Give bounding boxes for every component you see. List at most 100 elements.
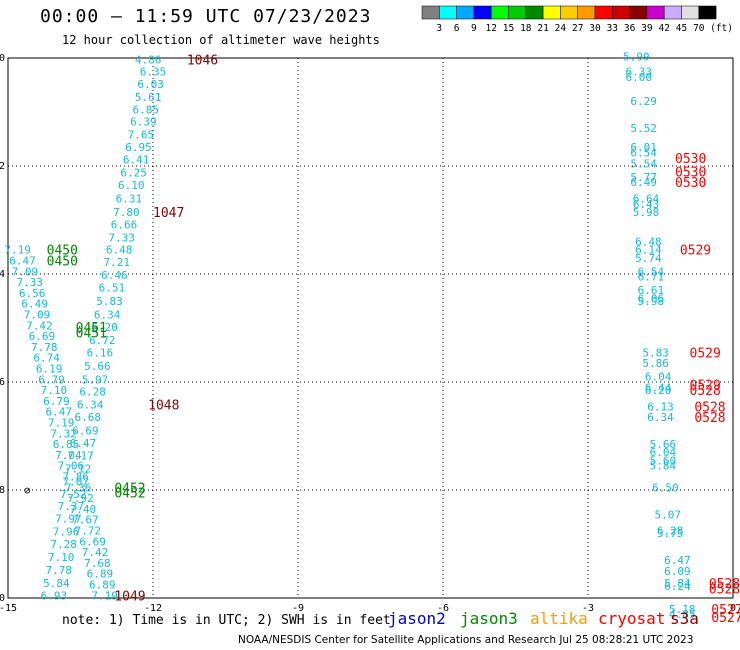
wave-height-label: 5.74 xyxy=(635,252,662,265)
scale-tick-label: 42 xyxy=(658,23,669,34)
pass-time-label: 0450 xyxy=(47,244,78,259)
wave-height-label: 5.84 xyxy=(650,460,677,473)
wave-height-label: 6.33 xyxy=(626,66,653,79)
wave-height-label: 6.49 xyxy=(630,176,657,189)
wave-height-label: 7.96 xyxy=(53,526,80,539)
wave-height-label: 6.89 xyxy=(89,579,116,592)
wave-height-label: 5.98 xyxy=(638,295,665,308)
pass-time-label: 0452 xyxy=(114,481,145,496)
legend-cryosat: cryosat xyxy=(598,609,666,628)
pass-time-label: 1048 xyxy=(148,399,179,414)
wave-height-label: 6.51 xyxy=(99,282,126,295)
wave-height-label: 7.10 xyxy=(48,551,75,564)
pass-time-label: 0530 xyxy=(675,176,706,191)
scale-tick-label: 3 xyxy=(436,23,442,34)
pass-time-label: 0527 xyxy=(711,603,740,618)
wave-height-label: 7.40 xyxy=(70,503,97,516)
scale-tick-label: 18 xyxy=(520,23,532,34)
wave-height-label: 6.95 xyxy=(125,141,152,154)
wave-height-label: 7.68 xyxy=(84,557,111,570)
page-title: 00:00 – 11:59 UTC 07/23/2023 xyxy=(40,6,372,27)
wave-height-label: 6.34 xyxy=(77,399,104,412)
wave-height-label: 7.86 xyxy=(62,471,89,484)
pass-time-label: 1047 xyxy=(153,206,184,221)
wave-height-label: 6.20 xyxy=(91,321,118,334)
wave-height-label: 6.41 xyxy=(123,154,150,167)
wave-height-label: 7.09 xyxy=(24,309,51,322)
wave-height-label: 7.32 xyxy=(50,427,77,440)
pass-time-label: 0452 xyxy=(114,487,145,502)
wave-height-label: 5.86 xyxy=(642,357,669,370)
legend-s3a: s3a xyxy=(670,609,699,628)
pass-time-label: 0527 xyxy=(711,611,740,626)
wave-height-color-scale: 3 6 9 12 15 18 21 24 27 30 33 36 39 42 45 70 (ft) xyxy=(421,5,733,34)
wave-height-label: 7.19 xyxy=(4,244,31,257)
latitude-tick-label: -10 xyxy=(0,593,5,604)
wave-height-label: 6.50 xyxy=(652,481,679,494)
scale-tick-label: 6 xyxy=(454,23,460,34)
wave-height-label: 6.69 xyxy=(79,535,106,548)
wave-height-label: 5.66 xyxy=(650,438,677,451)
wave-height-label: 5.60 xyxy=(650,454,677,467)
wave-height-label: 5.98 xyxy=(633,206,660,219)
wave-height-label: 5.83 xyxy=(642,346,669,359)
wave-height-label: 5.99 xyxy=(623,50,650,63)
latitude-tick-label: -8 xyxy=(0,485,5,496)
wave-height-label: 6.14 xyxy=(635,244,662,257)
wave-height-label: 6.44 xyxy=(645,381,672,394)
wave-height-label: 6.04 xyxy=(645,371,672,384)
pass-time-label: 1049 xyxy=(114,589,145,604)
wave-height-label: 6.66 xyxy=(111,218,138,231)
pass-time-label: 0451 xyxy=(76,326,107,341)
pass-time-label: 0530 xyxy=(675,165,706,180)
wave-height-label: 6.69 xyxy=(72,425,99,438)
scale-tick-label: 27 xyxy=(572,23,583,34)
wave-height-label: 6.09 xyxy=(664,565,691,578)
wave-height-label: 6.13 xyxy=(647,400,674,413)
latitude-tick-label: 0 xyxy=(0,53,5,64)
wave-height-map: -15-12-9-6-300-2-4-6-8-104.866.356.035.6… xyxy=(0,50,740,626)
pass-time-label: 0528 xyxy=(709,577,740,592)
pass-time-label: 0451 xyxy=(76,321,107,336)
legend-jason3: jason3 xyxy=(460,609,518,628)
wave-height-label: 5.18 xyxy=(669,603,696,616)
latitude-tick-label: -6 xyxy=(0,377,5,388)
wave-height-label: 6.54 xyxy=(638,265,665,278)
wave-height-label: 5.66 xyxy=(84,360,111,373)
wave-height-label: 6.71 xyxy=(638,271,665,284)
pass-time-label: 0529 xyxy=(680,244,711,259)
wave-height-label: 7.80 xyxy=(113,206,140,219)
wave-height-label: 7.17 xyxy=(67,449,94,462)
wave-height-label: 5.77 xyxy=(630,171,657,184)
wave-height-label: 6.35 xyxy=(140,66,167,79)
wave-height-label: 6.06 xyxy=(638,292,665,305)
pass-time-label: 0528 xyxy=(694,400,725,415)
wave-height-label: 6.93 xyxy=(41,589,68,602)
wave-height-label: 7.07 xyxy=(62,475,89,488)
wave-height-label: 6.47 xyxy=(70,437,97,450)
pass-time-label: 0528 xyxy=(694,411,725,426)
longitude-tick-label: 0 xyxy=(730,603,736,614)
wave-height-label: 5.75 xyxy=(657,527,684,540)
wave-height-label: 7.42 xyxy=(82,546,109,559)
wave-height-label: 7.19 xyxy=(48,417,75,430)
wave-height-label: 6.89 xyxy=(87,568,114,581)
wave-height-label: 7.36 xyxy=(65,481,92,494)
scale-tick-label: 70 xyxy=(693,23,705,34)
pass-time-label: 0450 xyxy=(47,255,78,270)
wave-height-label: 7.09 xyxy=(12,265,39,278)
scale-swatch xyxy=(698,5,717,20)
wave-height-label: 6.16 xyxy=(87,346,114,359)
pass-time-label: 0529 xyxy=(690,346,721,361)
scale-tick-label: 9 xyxy=(471,23,477,34)
wave-height-label: 6.46 xyxy=(101,269,128,282)
legend-jason2: jason2 xyxy=(388,609,446,628)
wave-height-label: 7.21 xyxy=(104,256,131,269)
wave-height-label: 6.61 xyxy=(638,284,665,297)
wave-height-label: 6.68 xyxy=(75,411,102,424)
latitude-tick-label: -2 xyxy=(0,161,5,172)
scale-tick-label: 15 xyxy=(503,23,514,34)
wave-height-label: 7.78 xyxy=(31,341,58,354)
credit-line: NOAA/NESDIS Center for Satellite Applica… xyxy=(238,634,694,646)
